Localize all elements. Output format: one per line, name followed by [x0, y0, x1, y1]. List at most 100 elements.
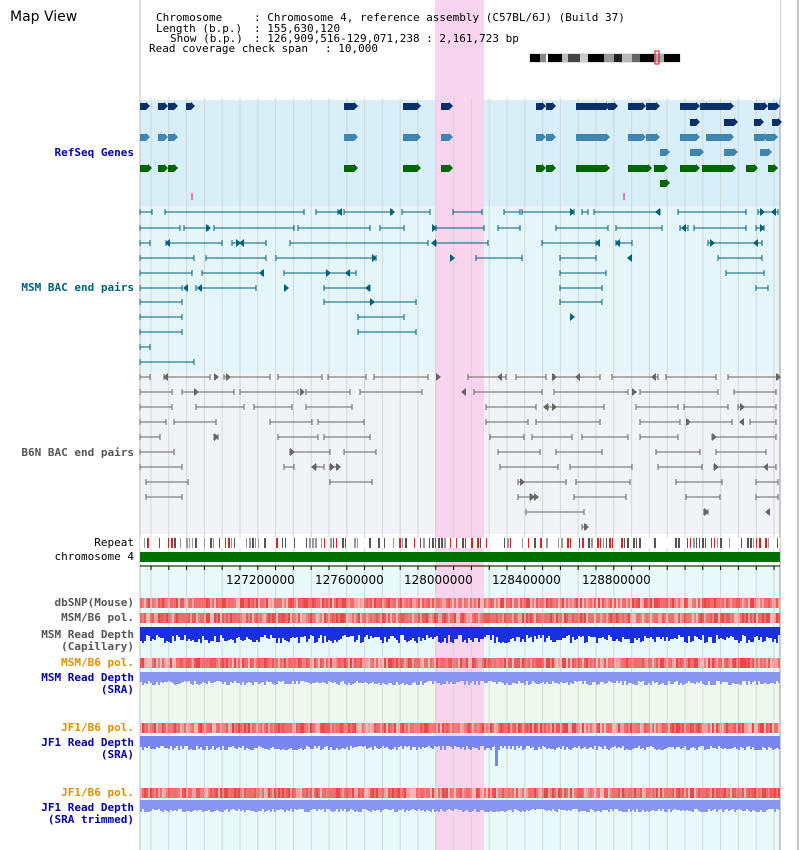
repeat-mark [312, 538, 314, 548]
read-depth-bar [158, 627, 160, 637]
read-depth-bar [694, 672, 696, 684]
read-depth-bar [512, 800, 514, 812]
heat-cell [750, 788, 752, 798]
read-depth-bar [456, 627, 458, 639]
heat-cell [584, 613, 586, 623]
heat-cell [610, 598, 612, 608]
read-depth-bar [528, 736, 530, 746]
heat-cell [316, 613, 318, 623]
heat-cell [736, 613, 738, 623]
heat-cell [248, 613, 250, 623]
selected-region-highlight [435, 0, 484, 850]
repeat-mark [189, 538, 190, 548]
heat-cell [152, 788, 154, 798]
heat-cell [230, 723, 232, 733]
repeat-mark [456, 538, 457, 548]
read-depth-bar [184, 672, 186, 681]
label-b6n-bac[interactable]: B6N BAC end pairs [21, 446, 134, 459]
read-depth-bar [452, 736, 454, 749]
heat-cell [526, 613, 528, 623]
read-depth-bar [200, 736, 202, 747]
heat-cell [646, 613, 648, 623]
heat-cell [456, 658, 458, 668]
heat-cell [370, 658, 372, 668]
read-depth-bar [752, 627, 754, 642]
gene-block [754, 103, 764, 110]
heat-cell [276, 598, 278, 608]
heat-cell [368, 658, 370, 668]
gene-arrow [642, 133, 646, 141]
label-refseq-genes[interactable]: RefSeq Genes [54, 146, 134, 159]
read-depth-bar [180, 627, 182, 640]
heat-cell [520, 723, 522, 733]
heat-cell [270, 598, 272, 608]
heat-cell [704, 788, 706, 798]
read-depth-bar [694, 800, 696, 809]
read-depth-bar [514, 736, 516, 750]
read-depth-bar [462, 627, 464, 642]
read-depth-bar [754, 736, 756, 750]
read-depth-bar [248, 736, 250, 749]
read-depth-bar [154, 800, 156, 810]
repeat-mark [600, 538, 601, 548]
repeat-mark [435, 538, 436, 548]
bac-end-arrow [765, 508, 770, 516]
heat-cell [362, 723, 364, 733]
read-depth-bar [738, 627, 740, 643]
heat-cell [444, 788, 446, 798]
heat-cell [516, 613, 518, 623]
heat-cell [520, 613, 522, 623]
heat-cell [492, 598, 494, 608]
read-depth-bar [180, 800, 182, 809]
heat-cell [772, 658, 774, 668]
heat-cell [382, 788, 384, 798]
read-depth-bar [192, 627, 194, 640]
heat-cell [744, 598, 746, 608]
heat-cell [462, 613, 464, 623]
heat-cell [244, 613, 246, 623]
heat-cell [490, 613, 492, 623]
read-depth-bar [244, 800, 246, 812]
heat-cell [486, 788, 488, 798]
read-depth-bar [624, 800, 626, 812]
read-depth-bar [382, 800, 384, 810]
heat-cell [518, 613, 520, 623]
heat-cell [336, 788, 338, 798]
heat-cell [508, 658, 510, 668]
heat-cell [328, 598, 330, 608]
heat-cell [384, 613, 386, 623]
read-depth-bar [746, 672, 748, 685]
heat-cell [458, 598, 460, 608]
read-depth-bar [310, 672, 312, 684]
heat-cell [488, 723, 490, 733]
heat-cell [456, 723, 458, 733]
read-depth-bar [550, 672, 552, 684]
read-depth-bar [406, 627, 408, 642]
heat-cell [764, 788, 766, 798]
read-depth-bar [468, 672, 470, 685]
heat-cell [600, 598, 602, 608]
heat-cell [612, 723, 614, 733]
heat-cell [434, 658, 436, 668]
read-depth-bar [422, 736, 424, 747]
heat-cell [202, 598, 204, 608]
heat-cell [434, 613, 436, 623]
heat-cell [402, 788, 404, 798]
heat-cell [426, 788, 428, 798]
heat-cell [492, 788, 494, 798]
heat-cell [422, 788, 424, 798]
heat-cell [648, 788, 650, 798]
heat-cell [440, 788, 442, 798]
read-depth-bar [156, 736, 158, 747]
read-depth-bar [732, 736, 734, 748]
heat-cell [450, 598, 452, 608]
read-depth-bar [290, 627, 292, 638]
heat-cell [420, 723, 422, 733]
label-msm-bac[interactable]: MSM BAC end pairs [21, 281, 134, 294]
heat-cell [194, 788, 196, 798]
read-depth-bar [430, 800, 432, 812]
heat-cell [454, 613, 456, 623]
read-depth-bar [408, 736, 410, 746]
read-depth-bar [618, 627, 620, 641]
